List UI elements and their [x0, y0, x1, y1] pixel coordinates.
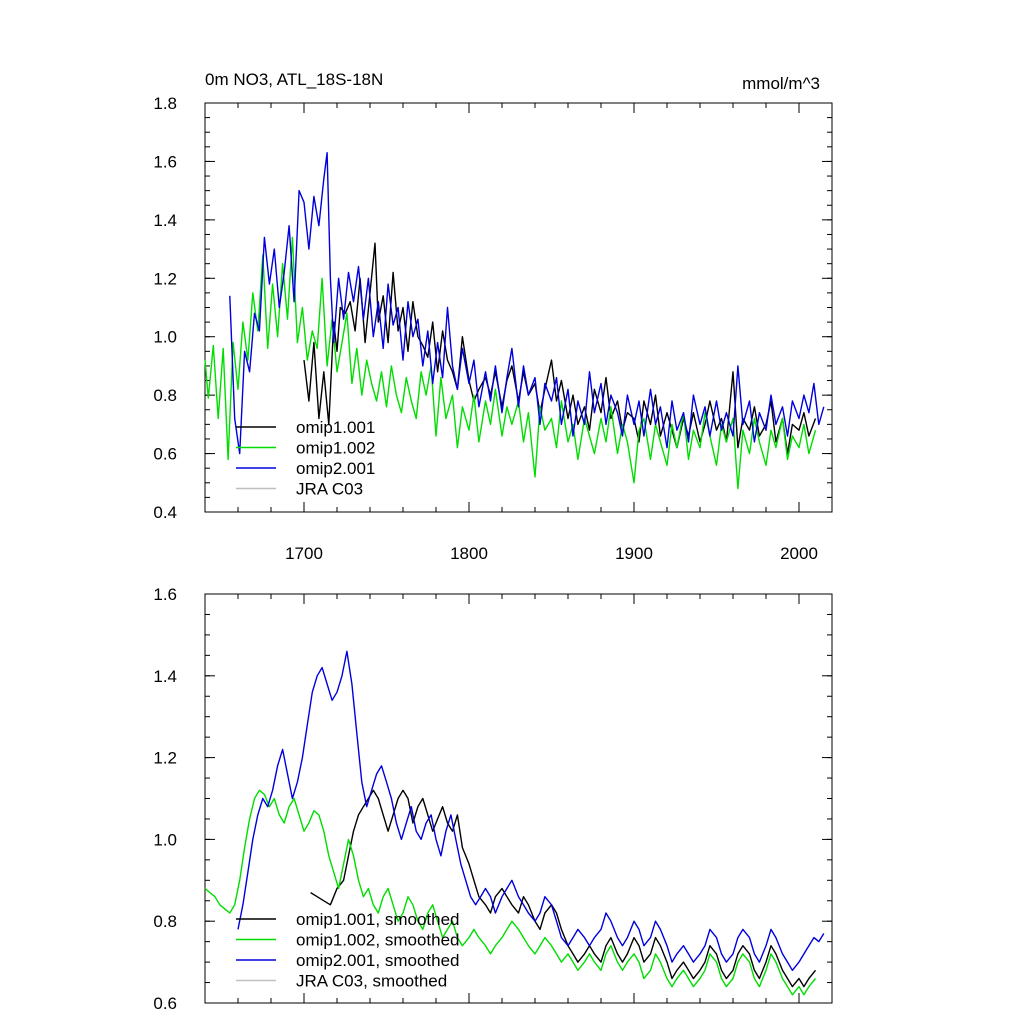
- legend-label: omip1.001: [296, 418, 375, 437]
- y-tick-label: 1.4: [153, 211, 177, 230]
- y-tick-label: 1.8: [153, 94, 177, 113]
- series-line: [310, 789, 817, 988]
- y-tick-label: 0.8: [153, 386, 177, 405]
- legend-label: omip1.001, smoothed: [296, 910, 460, 929]
- legend-label: omip1.002: [296, 439, 375, 458]
- top-series: [204, 152, 825, 490]
- x-tick-label: 1900: [615, 544, 653, 563]
- legend-label: JRA C03, smoothed: [296, 972, 447, 991]
- y-tick-label: 1.0: [153, 830, 177, 849]
- bottom-panel: 0.60.81.01.21.41.6 omip1.001, smoothedom…: [153, 585, 833, 1013]
- chart-title: 0m NO3, ATL_18S-18N: [205, 70, 383, 89]
- y-tick-label: 0.6: [153, 445, 177, 464]
- bottom-ticks: 0.6 0.8 1.0 1.2 1.4 1.6: [153, 585, 833, 1013]
- x-tick-label: 2000: [780, 544, 818, 563]
- y-tick-label: 0.8: [153, 912, 177, 931]
- y-tick-label: 1.6: [153, 152, 177, 171]
- x-tick-label: 1800: [450, 544, 488, 563]
- top-panel: 0m NO3, ATL_18S-18N mmol/m^3 0.4 0.6 0.8 1.…: [153, 70, 833, 563]
- units-label: mmol/m^3: [742, 74, 820, 93]
- bottom-series: [204, 650, 825, 996]
- y-tick-label: 1.0: [153, 328, 177, 347]
- legend-label: omip2.001: [296, 459, 375, 478]
- y-tick-label: 1.2: [153, 749, 177, 768]
- x-tick-label: 1700: [285, 544, 323, 563]
- y-tick-label: 1.6: [153, 585, 177, 604]
- legend-label: omip1.002, smoothed: [296, 931, 460, 950]
- series-line: [204, 789, 817, 996]
- legend-label: JRA C03: [296, 480, 363, 499]
- top-ticks: 0.4 0.6 0.8 1.0 1.2 1.4 1.6 1.8 1700 1800 1900 2000: [153, 94, 833, 563]
- series-line: [237, 650, 825, 971]
- y-tick-label: 0.4: [153, 503, 177, 522]
- bottom-legend: omip1.001, smoothed omip1.002, smoothedom…: [236, 910, 460, 991]
- series-line: [229, 152, 825, 455]
- y-tick-label: 0.6: [153, 994, 177, 1013]
- y-tick-label: 1.2: [153, 269, 177, 288]
- y-tick-label: 1.4: [153, 667, 177, 686]
- legend-label: omip2.001, smoothed: [296, 951, 460, 970]
